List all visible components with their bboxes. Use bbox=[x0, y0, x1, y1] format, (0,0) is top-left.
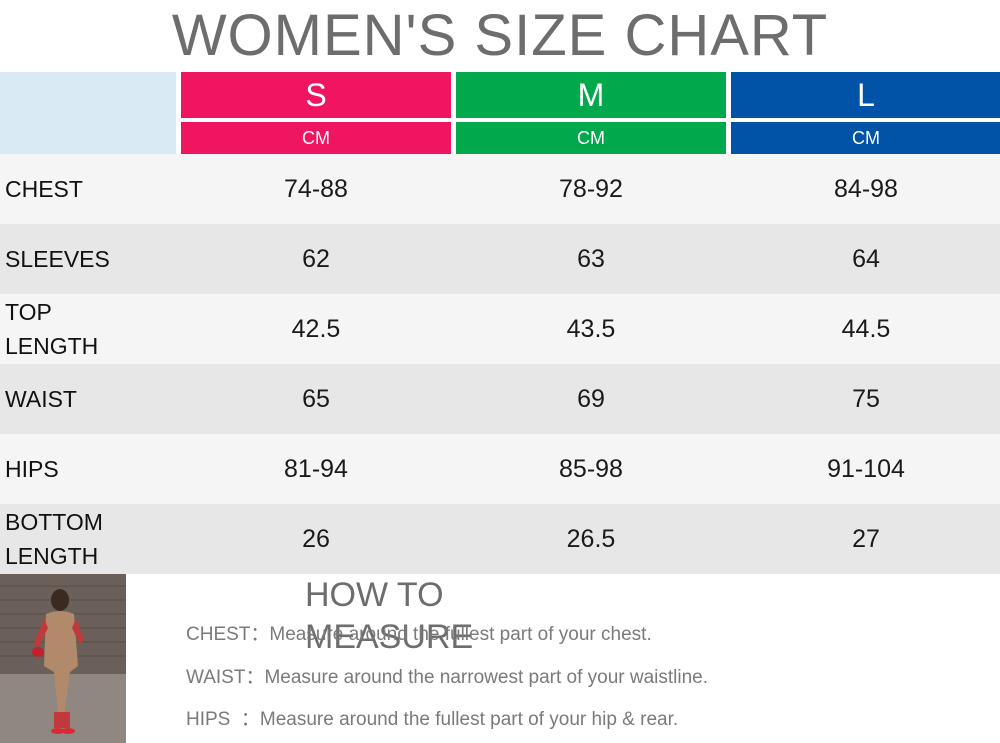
size-unit: CM bbox=[302, 128, 330, 148]
table-corner-cell bbox=[0, 72, 176, 154]
value-s: 81-94 bbox=[284, 455, 348, 483]
row-label: CHEST bbox=[5, 176, 83, 202]
model-illustration bbox=[0, 574, 126, 743]
value-s: 74-88 bbox=[284, 175, 348, 203]
size-header-l: L CM bbox=[731, 72, 1000, 154]
size-header-s: S CM bbox=[181, 72, 451, 154]
value-l: 64 bbox=[852, 245, 880, 273]
page-title: WOMEN'S SIZE CHART bbox=[171, 3, 829, 68]
size-header-m: M CM bbox=[456, 72, 726, 154]
row-label: BOTTOM LENGTH bbox=[5, 509, 103, 569]
value-l: 75 bbox=[852, 385, 880, 413]
measure-item-waist: WAIST：Measure around the narrowest part … bbox=[186, 661, 966, 695]
value-l: 91-104 bbox=[827, 455, 905, 483]
measure-key: WAIST： bbox=[186, 667, 265, 688]
row-label: HIPS bbox=[5, 456, 59, 482]
measure-item-hips: HIPS ：Measure around the fullest part of… bbox=[186, 703, 966, 737]
measure-text: Measure around the fullest part of your … bbox=[269, 624, 652, 645]
size-unit: CM bbox=[852, 128, 880, 148]
value-l: 84-98 bbox=[834, 175, 898, 203]
table-row-chest: CHEST 74-88 78-92 84-98 bbox=[0, 154, 1000, 224]
size-unit: CM bbox=[577, 128, 605, 148]
size-label: L bbox=[857, 77, 875, 113]
value-s: 62 bbox=[302, 245, 330, 273]
how-to-measure-title: HOW TO MEASURE bbox=[305, 576, 474, 656]
header-divider bbox=[181, 118, 451, 122]
model-photo bbox=[0, 574, 126, 743]
value-m: 85-98 bbox=[559, 455, 623, 483]
measure-text: Measure around the narrowest part of you… bbox=[264, 667, 709, 688]
value-m: 69 bbox=[577, 385, 605, 413]
table-row-waist: WAIST 65 69 75 bbox=[0, 364, 1000, 434]
value-l: 27 bbox=[852, 525, 880, 553]
value-l: 44.5 bbox=[841, 315, 891, 343]
measure-text: Measure around the fullest part of your … bbox=[259, 709, 679, 730]
value-m: 43.5 bbox=[566, 315, 616, 343]
value-m: 63 bbox=[577, 245, 605, 273]
value-s: 42.5 bbox=[291, 315, 341, 343]
table-row-bottom-length: BOTTOM LENGTH 26 26.5 27 bbox=[0, 504, 1000, 574]
row-label: TOP LENGTH bbox=[5, 299, 99, 359]
row-label: WAIST bbox=[5, 386, 77, 412]
size-label: M bbox=[577, 77, 605, 113]
value-s: 26 bbox=[302, 525, 330, 553]
header-divider bbox=[731, 118, 1000, 122]
measure-key: HIPS ： bbox=[186, 709, 260, 730]
measure-item-chest: CHEST：Measure around the fullest part of… bbox=[186, 618, 966, 652]
table-row-top-length: TOP LENGTH 42.5 43.5 44.5 bbox=[0, 294, 1000, 364]
row-label: SLEEVES bbox=[5, 246, 110, 272]
value-s: 65 bbox=[302, 385, 330, 413]
value-m: 26.5 bbox=[566, 525, 616, 553]
table-row-sleeves: SLEEVES 62 63 64 bbox=[0, 224, 1000, 294]
value-m: 78-92 bbox=[559, 175, 623, 203]
measure-key: CHEST： bbox=[186, 624, 270, 645]
size-label: S bbox=[305, 77, 327, 113]
table-row-hips: HIPS 81-94 85-98 91-104 bbox=[0, 434, 1000, 504]
header-divider bbox=[456, 118, 726, 122]
